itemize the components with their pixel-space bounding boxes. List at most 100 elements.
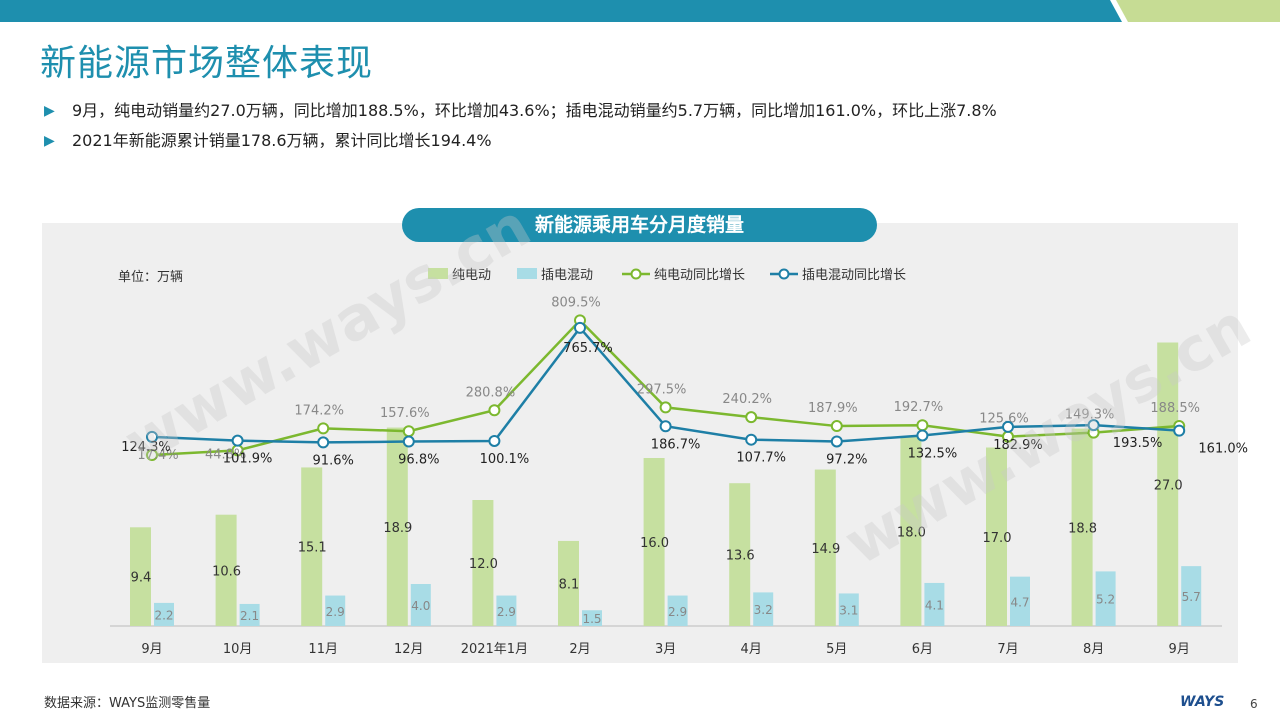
phev-bar-label: 2.2: [154, 608, 173, 622]
phev-growth-label: 97.2%: [826, 452, 867, 467]
phev-growth-label: 124.3%: [121, 440, 171, 455]
bev-bar-label: 14.9: [811, 542, 840, 557]
phev-growth-marker: [1173, 424, 1186, 437]
legend-swatch: [517, 268, 537, 279]
bev-bar: [215, 514, 237, 626]
bev-growth-marker: [488, 404, 501, 417]
bullet-text: 2021年新能源累计销量178.6万辆，累计同比增长194.4%: [72, 131, 492, 150]
bev-bar-label: 15.1: [298, 541, 327, 556]
legend-marker: [778, 268, 790, 280]
top-decor-bar: [0, 0, 1280, 22]
bev-bar-label: 18.8: [1068, 521, 1097, 536]
phev-growth-label: 132.5%: [908, 446, 958, 461]
phev-growth-marker: [1002, 420, 1014, 433]
page-title: 新能源市场整体表现: [40, 43, 374, 84]
phev-bar-label: 4.0: [411, 599, 430, 613]
phev-bar: [239, 603, 260, 626]
x-tick-label: 7月: [997, 642, 1018, 657]
phev-bar-label: 2.1: [240, 609, 259, 623]
bev-bar: [301, 467, 323, 626]
unit-label: 单位：万辆: [118, 270, 184, 285]
bev-growth-label: 280.8%: [466, 385, 516, 400]
bev-bar: [130, 527, 151, 626]
phev-bar-label: 5.2: [1096, 593, 1115, 607]
phev-bar: [325, 595, 346, 626]
x-tick-label: 6月: [912, 642, 933, 657]
phev-growth-marker: [146, 430, 158, 443]
bullet-text: 9月，纯电动销量约27.0万辆，同比增加188.5%，环比增加43.6%；插电混…: [72, 101, 997, 120]
phev-growth-marker: [659, 420, 672, 433]
bev-bar-label: 13.6: [726, 549, 755, 564]
x-tick-label: 9月: [1169, 642, 1190, 657]
phev-bar-label: 2.9: [668, 605, 687, 619]
phev-growth-marker: [745, 433, 758, 446]
x-tick-label: 3月: [655, 642, 676, 657]
phev-growth-label: 193.5%: [1113, 436, 1163, 451]
phev-bar-label: 4.7: [1010, 595, 1029, 609]
phev-growth-marker: [916, 429, 929, 442]
bev-bar-label: 8.1: [559, 577, 580, 592]
phev-bar: [924, 582, 945, 626]
phev-growth-marker: [317, 436, 330, 449]
bev-growth-label: 174.2%: [294, 403, 344, 418]
data-source: 数据来源：WAYS监测零售量: [44, 696, 211, 711]
phev-bar: [753, 592, 774, 626]
legend-label: 插电混动: [541, 268, 593, 283]
legend-label: 纯电动同比增长: [654, 268, 745, 283]
phev-growth-label: 100.1%: [480, 452, 530, 467]
bev-growth-label: 17.4%: [137, 448, 178, 463]
phev-bar: [838, 593, 859, 626]
bev-growth-marker: [745, 411, 758, 424]
bullet-item: ▶ 9月，纯电动销量约27.0万辆，同比增加188.5%，环比增加43.6%；插…: [44, 100, 997, 130]
x-tick-label: 12月: [394, 642, 424, 657]
phev-bar-label: 4.1: [925, 598, 944, 612]
bev-growth-label: 809.5%: [551, 295, 601, 310]
bev-growth-label: 192.7%: [894, 400, 944, 415]
legend-swatch: [428, 268, 448, 279]
x-tick-label: 2月: [569, 642, 590, 657]
x-tick-label: 9月: [141, 642, 162, 657]
phev-bar: [410, 584, 431, 626]
bev-growth-label: 157.6%: [380, 406, 430, 421]
phev-growth-marker: [231, 434, 244, 447]
phev-bar-label: 2.9: [326, 605, 345, 619]
triangle-bullet-icon: ▶: [44, 103, 55, 119]
bev-growth-label: 297.5%: [637, 382, 687, 397]
phev-bar: [1010, 576, 1030, 626]
bev-growth-label: 187.9%: [808, 401, 858, 416]
bev-growth-marker: [402, 425, 415, 438]
bullet-list: ▶ 9月，纯电动销量约27.0万辆，同比增加188.5%，环比增加43.6%；插…: [44, 100, 997, 160]
bev-bar-label: 12.0: [469, 557, 498, 572]
phev-bar-label: 1.5: [582, 612, 601, 626]
legend-label: 纯电动: [452, 268, 491, 283]
phev-growth-marker: [488, 434, 501, 447]
bev-bar: [729, 483, 751, 626]
phev-growth-label: 765.7%: [563, 341, 613, 356]
x-tick-label: 5月: [826, 642, 847, 657]
x-tick-label: 11月: [308, 642, 338, 657]
bev-bar-label: 16.0: [640, 536, 669, 551]
bev-bar: [1071, 428, 1093, 626]
phev-bar-label: 3.2: [754, 603, 773, 617]
phev-bar: [154, 602, 174, 626]
bev-growth-marker: [830, 420, 843, 433]
x-tick-label: 4月: [741, 642, 762, 657]
x-tick-label: 2021年1月: [461, 642, 528, 657]
bev-bar: [472, 500, 494, 626]
bev-bar: [1157, 342, 1179, 626]
phev-growth-label: 161.0%: [1198, 442, 1248, 457]
legend-label: 插电混动同比增长: [802, 268, 906, 283]
phev-growth-label: 91.6%: [313, 453, 354, 468]
page-number: 6: [1250, 697, 1258, 711]
phev-bar-label: 5.7: [1182, 590, 1201, 604]
phev-growth-label: 107.7%: [736, 451, 786, 466]
bev-bar-label: 9.4: [131, 571, 152, 586]
bev-bar-label: 27.0: [1154, 478, 1183, 493]
bev-growth-marker: [317, 422, 330, 435]
bev-bar-label: 17.0: [983, 531, 1012, 546]
phev-growth-label: 186.7%: [651, 437, 701, 452]
bullet-item: ▶ 2021年新能源累计销量178.6万辆，累计同比增长194.4%: [44, 130, 997, 160]
bev-growth-label: 240.2%: [722, 392, 772, 407]
bev-bar: [986, 447, 1007, 626]
